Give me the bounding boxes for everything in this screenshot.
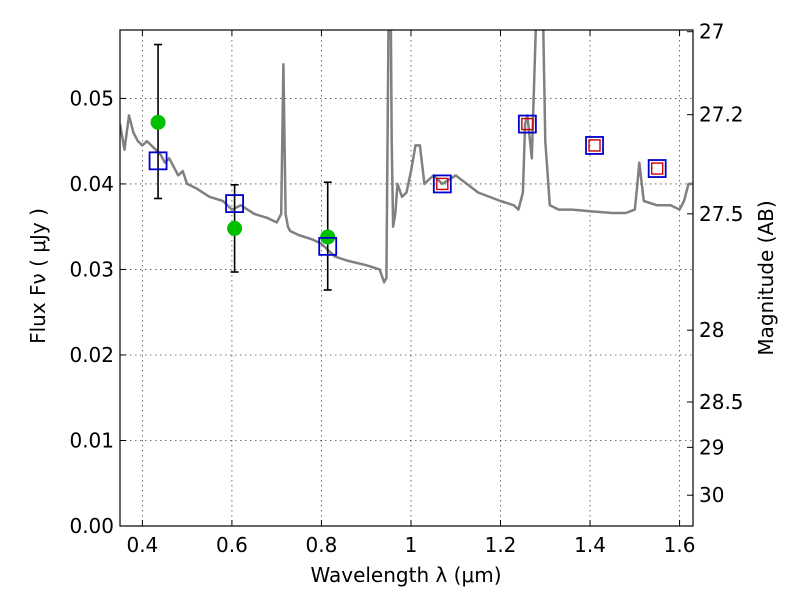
x-tick-label: 1.4 (574, 533, 606, 557)
y2-tick-label: 28 (699, 318, 724, 342)
model-square (432, 174, 452, 194)
model-square (517, 114, 537, 134)
observed-point (150, 114, 166, 130)
y-tick-label: 0.03 (69, 257, 114, 281)
predicted-square (436, 177, 449, 191)
y-tick-label: 0.02 (69, 343, 114, 367)
y2-axis-title: Magnitude (AB) (754, 200, 778, 355)
errorbar-layer (150, 43, 336, 291)
y-axis-title: Flux Fν ( μJy ) (26, 208, 50, 344)
observed-point (320, 229, 336, 245)
y2-tick-label: 27.2 (699, 103, 744, 127)
marker-layer (148, 114, 667, 256)
spectrum-line (120, 30, 693, 284)
predicted-square (588, 139, 601, 152)
x-tick-label: 1.2 (485, 533, 517, 557)
predicted-square (650, 162, 664, 175)
y2-tick-label: 29 (699, 435, 724, 459)
grid (120, 30, 693, 526)
x-tick-label: 1.6 (664, 533, 696, 557)
y-tick-label: 0.00 (69, 514, 114, 538)
model-square (225, 194, 245, 214)
y-tick-label: 0.05 (69, 86, 114, 110)
y-axis: 0.00 0.01 0.02 0.03 0.04 0.05 (69, 86, 126, 538)
plot-area (120, 30, 693, 526)
y2-axis: 27 27.2 27.5 28 28.5 29 30 (687, 20, 744, 507)
x-axis-title: Wavelength λ (μm) (310, 563, 501, 587)
spectrum-layer (120, 30, 693, 284)
predicted-square (521, 117, 534, 131)
observed-point (227, 220, 243, 236)
y2-tick-label: 28.5 (699, 390, 744, 414)
x-tick-label: 0.4 (126, 533, 158, 557)
y2-tick-label: 27.5 (699, 202, 744, 226)
model-square (647, 159, 667, 178)
x-tick-label: 1 (405, 533, 418, 557)
model-square (148, 151, 168, 171)
x-tick-label: 0.6 (216, 533, 248, 557)
y2-tick-label: 30 (699, 483, 724, 507)
x-tick-label: 0.8 (306, 533, 338, 557)
plot-frame (119, 29, 694, 527)
model-square (318, 236, 338, 256)
y-tick-label: 0.04 (69, 172, 114, 196)
y-tick-label: 0.01 (69, 428, 114, 452)
model-square (585, 136, 604, 155)
x-axis: 0.4 0.6 0.8 1 1.2 1.4 1.6 (126, 30, 695, 557)
y2-tick-label: 27 (699, 20, 724, 44)
